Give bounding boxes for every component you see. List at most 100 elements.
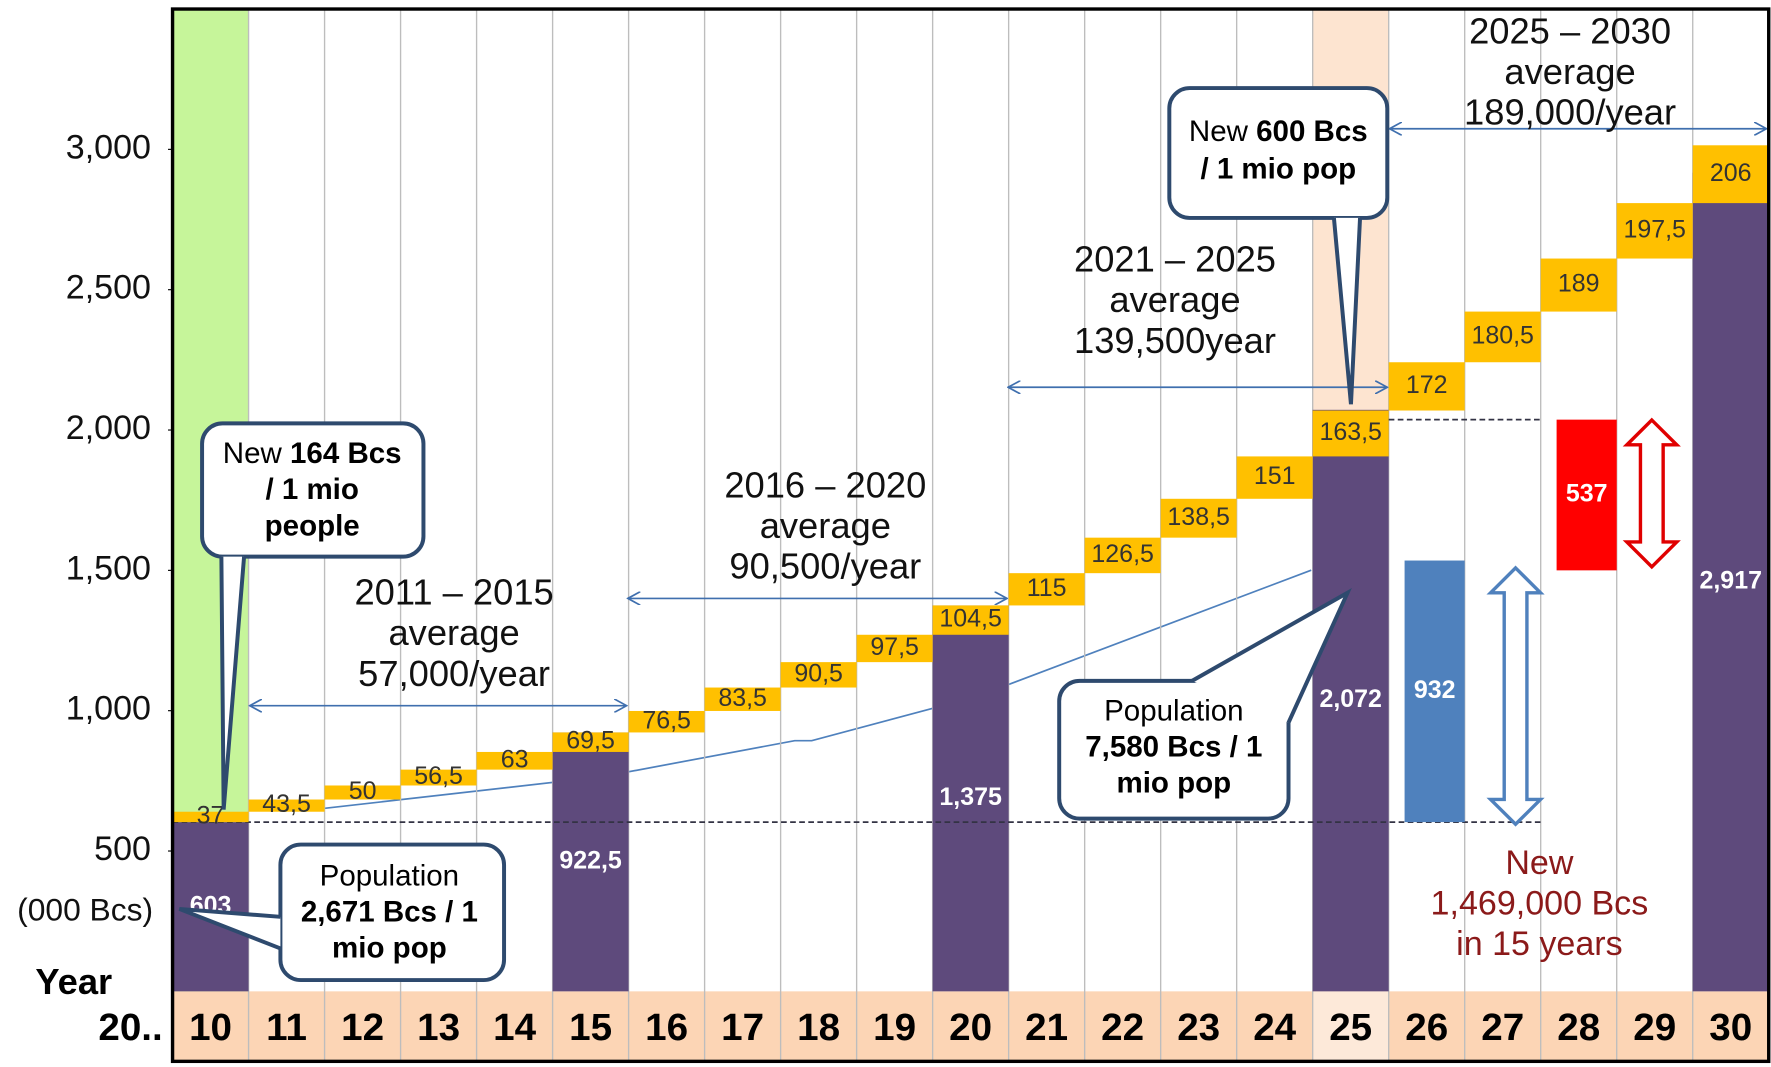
plot-frame [170, 7, 1771, 1064]
increment-box [324, 785, 401, 800]
y-tick-label: 2,500 [66, 269, 151, 307]
callout-text-part: Population [320, 859, 459, 892]
x-tick-label: 27 [1481, 1006, 1524, 1049]
increment-box [1388, 362, 1465, 411]
increment-box [856, 634, 933, 663]
increment-label: 83,5 [718, 684, 767, 712]
callout-pointer-fill [1333, 217, 1361, 405]
increment-box [780, 662, 857, 688]
y-axis-label: (000 Bcs) [17, 892, 153, 928]
period-text: average [1109, 279, 1240, 320]
bar-value-label: 922,5 [559, 847, 622, 875]
x-tick-label: 20 [949, 1006, 992, 1049]
increment-label: 56,5 [414, 762, 463, 790]
y-tick-label: 3,000 [66, 128, 151, 166]
increment-label: 97,5 [870, 633, 919, 661]
increment-box [552, 732, 629, 752]
increment-label: 76,5 [642, 706, 691, 734]
increment-label: 104,5 [939, 605, 1001, 633]
increment-label: 172 [1406, 371, 1448, 399]
double-arrow [1622, 417, 1681, 570]
x-tick-label: 15 [569, 1006, 612, 1049]
increment-box [400, 769, 477, 786]
callout-text-part: 600 Bcs [1256, 115, 1368, 148]
x-tick-label: 30 [1709, 1006, 1752, 1049]
note-text: New [1505, 844, 1574, 882]
increment-label: 50 [349, 777, 377, 805]
increment-label: 115 [1027, 574, 1067, 602]
callout-text: mio pop [1116, 767, 1231, 800]
increment-box [628, 710, 705, 733]
callout-pointer [178, 906, 282, 951]
callout-text-part: Population [1104, 694, 1243, 727]
increment-box [1692, 145, 1769, 204]
increment-box [1008, 573, 1085, 606]
x-tick-label: 29 [1633, 1006, 1676, 1049]
callout-box [200, 421, 426, 559]
increment-label: 126,5 [1091, 540, 1153, 568]
increment-box [1312, 410, 1389, 457]
increment-box [932, 605, 1009, 635]
callout-text-part: New [223, 437, 290, 470]
callout-text: Population [1104, 694, 1243, 727]
period-text: average [760, 505, 891, 546]
increment-label: 63 [501, 745, 529, 773]
x-tick-label: 13 [417, 1006, 460, 1049]
increment-box [704, 687, 781, 711]
callout-text-part: / 1 mio pop [1200, 152, 1356, 185]
callout-text: / 1 mio pop [1200, 152, 1356, 185]
increment-label: 197,5 [1623, 215, 1685, 243]
x-tick-label: 17 [721, 1006, 764, 1049]
year-label: Year [35, 961, 112, 1002]
increment-box [172, 811, 249, 823]
callout-text: New 600 Bcs [1189, 115, 1368, 148]
increment-box [1084, 537, 1161, 574]
callout-text-part: 164 Bcs [290, 437, 402, 470]
x-tick-label: 28 [1557, 1006, 1600, 1049]
callout-pointer-fill [1192, 592, 1348, 723]
callout-text-part: New [1189, 115, 1256, 148]
y-tick-label: 500 [94, 830, 151, 868]
period-text: 57,000/year [358, 653, 550, 694]
callout-text-part: 7,580 Bcs / 1 [1085, 730, 1262, 763]
callout-text: 2,671 Bcs / 1 [301, 895, 478, 928]
year-row-highlight [1312, 991, 1389, 1062]
callout-text: mio pop [332, 931, 447, 964]
callout-text-part: mio pop [332, 931, 447, 964]
period-text: 139,500year [1074, 320, 1276, 361]
bar [1692, 172, 1769, 992]
note-text: 1,469,000 Bcs [1431, 885, 1649, 923]
increment-label: 206 [1710, 159, 1752, 187]
increment-label: 37 [197, 802, 225, 830]
floating-bar-label: 537 [1566, 480, 1608, 508]
bar-value-label: 1,375 [939, 783, 1002, 811]
period-text: 2025 – 2030 [1469, 10, 1671, 51]
callout-text-part: / 1 mio [265, 473, 358, 506]
increment-label: 43,5 [262, 790, 311, 818]
bar-value-label: 2,917 [1699, 567, 1761, 595]
callout-text: New 164 Bcs [223, 437, 402, 470]
callout-pointer [1191, 588, 1352, 724]
bar [1312, 409, 1389, 992]
increment-label: 69,5 [566, 727, 615, 755]
floating-bar [1404, 560, 1465, 823]
period-text: average [1504, 51, 1635, 92]
x-tick-label: 19 [873, 1006, 916, 1049]
callout-text-part: mio pop [1116, 767, 1231, 800]
increment-box [1160, 498, 1237, 538]
period-text: 90,500/year [729, 546, 921, 587]
increment-label: 189 [1558, 270, 1600, 298]
increment-label: 151 [1254, 462, 1296, 490]
period-text: 2011 – 2015 [354, 572, 553, 613]
double-arrow [1486, 565, 1545, 827]
x-tick-label: 24 [1253, 1006, 1297, 1049]
x-tick-label: 18 [797, 1006, 840, 1049]
callout-box [278, 842, 507, 983]
bar [172, 822, 249, 992]
x-tick-label: 25 [1329, 1006, 1372, 1049]
x-tick-label: 12 [341, 1006, 384, 1049]
period-text: average [388, 612, 519, 653]
year-row [172, 991, 1769, 1062]
x-tick-label: 26 [1405, 1006, 1448, 1049]
